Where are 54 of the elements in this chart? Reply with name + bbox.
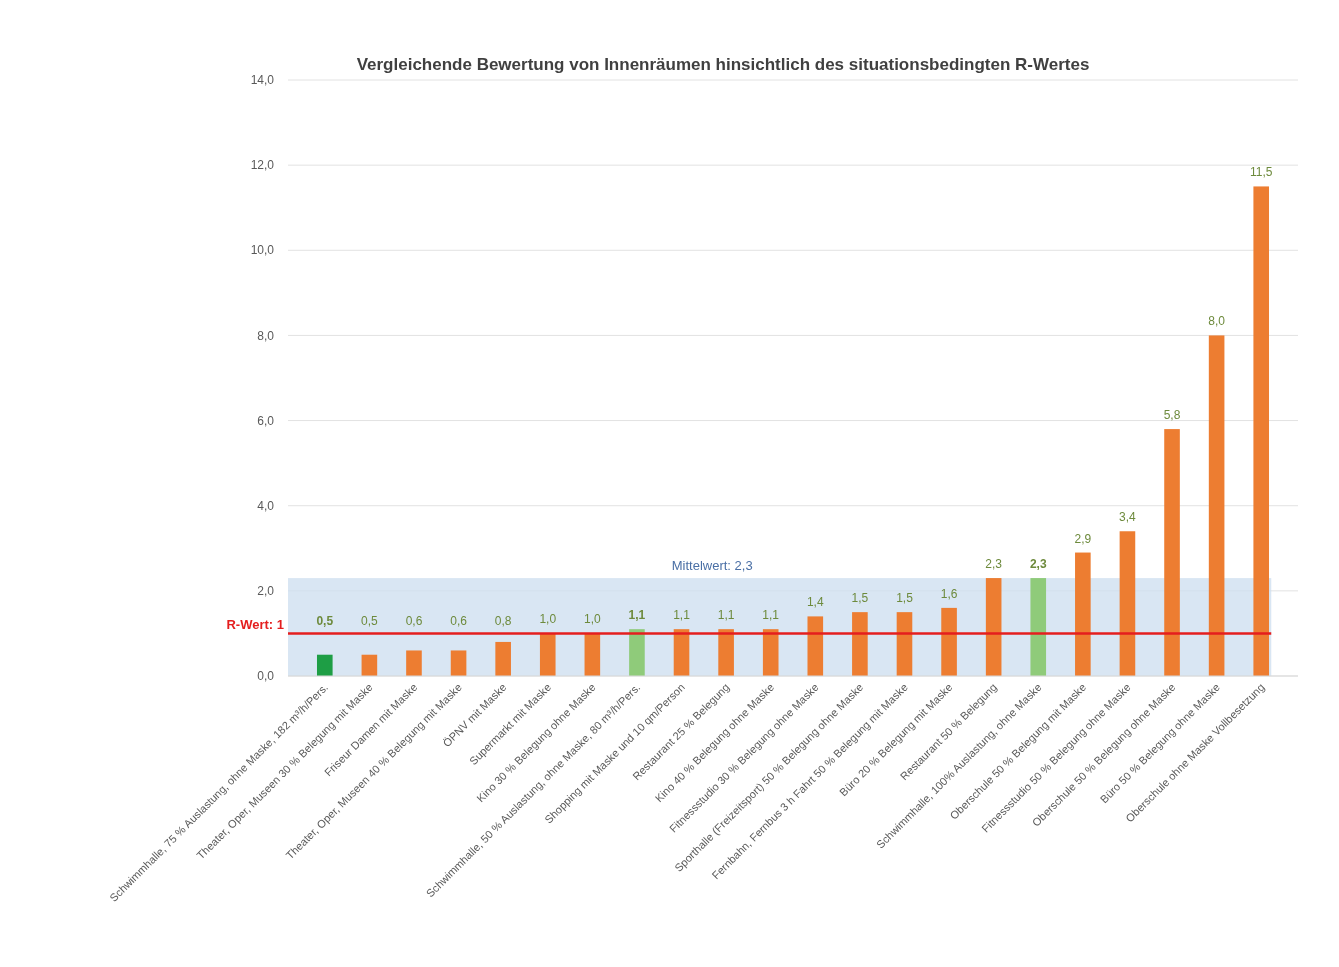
data-label: 0,6 bbox=[405, 614, 423, 629]
bar bbox=[896, 612, 913, 676]
bar bbox=[1208, 335, 1225, 676]
y-tick-label: 4,0 bbox=[257, 498, 275, 513]
data-label: 0,5 bbox=[316, 614, 334, 629]
bar bbox=[807, 616, 824, 676]
y-tick-label: 6,0 bbox=[257, 413, 275, 428]
data-label: 8,0 bbox=[1208, 314, 1226, 329]
y-tick-label: 2,0 bbox=[257, 584, 275, 599]
data-label: 11,5 bbox=[1249, 165, 1273, 180]
data-label: 1,6 bbox=[940, 586, 958, 601]
data-label: 1,5 bbox=[896, 591, 914, 606]
bar bbox=[1253, 186, 1270, 676]
bar bbox=[852, 612, 868, 676]
bar bbox=[1075, 552, 1091, 676]
data-label: 0,8 bbox=[494, 614, 512, 629]
data-label: 1,0 bbox=[539, 612, 557, 627]
data-label: 3,4 bbox=[1119, 510, 1137, 525]
bar bbox=[495, 641, 511, 676]
bar bbox=[584, 633, 601, 676]
bar bbox=[941, 607, 957, 676]
data-label: 0,6 bbox=[450, 614, 468, 629]
y-tick-label: 12,0 bbox=[250, 158, 275, 173]
y-tick-label: 10,0 bbox=[250, 243, 275, 258]
y-tick-label: 8,0 bbox=[257, 328, 275, 343]
bar bbox=[1030, 578, 1047, 676]
bar bbox=[406, 650, 422, 676]
band-label: Mittelwert: 2,3 bbox=[671, 558, 753, 574]
bar bbox=[361, 654, 378, 676]
y-tick-label: 0,0 bbox=[257, 669, 275, 684]
bar bbox=[1119, 531, 1136, 676]
bar bbox=[629, 629, 645, 676]
chart-title: Vergleichende Bewertung von Innenräumen hinsichtlich des situationsbedingten R-Wertes bbox=[356, 55, 1090, 74]
bar bbox=[985, 578, 1002, 676]
data-label: 1,5 bbox=[851, 591, 869, 606]
bar bbox=[316, 654, 333, 676]
data-label: 2,3 bbox=[1029, 557, 1047, 572]
data-label: 1,4 bbox=[806, 595, 824, 610]
data-label: 2,3 bbox=[985, 557, 1003, 572]
y-tick-label: 14,0 bbox=[250, 73, 275, 88]
data-label: 1,1 bbox=[717, 608, 735, 623]
data-label: 1,1 bbox=[762, 608, 780, 623]
data-label: 1,1 bbox=[628, 608, 646, 623]
bar bbox=[450, 650, 467, 676]
bar bbox=[718, 629, 734, 676]
bar bbox=[1164, 429, 1180, 676]
bar bbox=[539, 633, 556, 676]
data-label: 5,8 bbox=[1163, 408, 1181, 423]
ref-line-label: R-Wert: 1 bbox=[226, 617, 284, 633]
data-label: 0,5 bbox=[361, 614, 379, 629]
data-label: 1,0 bbox=[583, 612, 601, 627]
data-label: 2,9 bbox=[1074, 531, 1092, 546]
bar bbox=[762, 629, 779, 676]
data-label: 1,1 bbox=[673, 608, 691, 623]
